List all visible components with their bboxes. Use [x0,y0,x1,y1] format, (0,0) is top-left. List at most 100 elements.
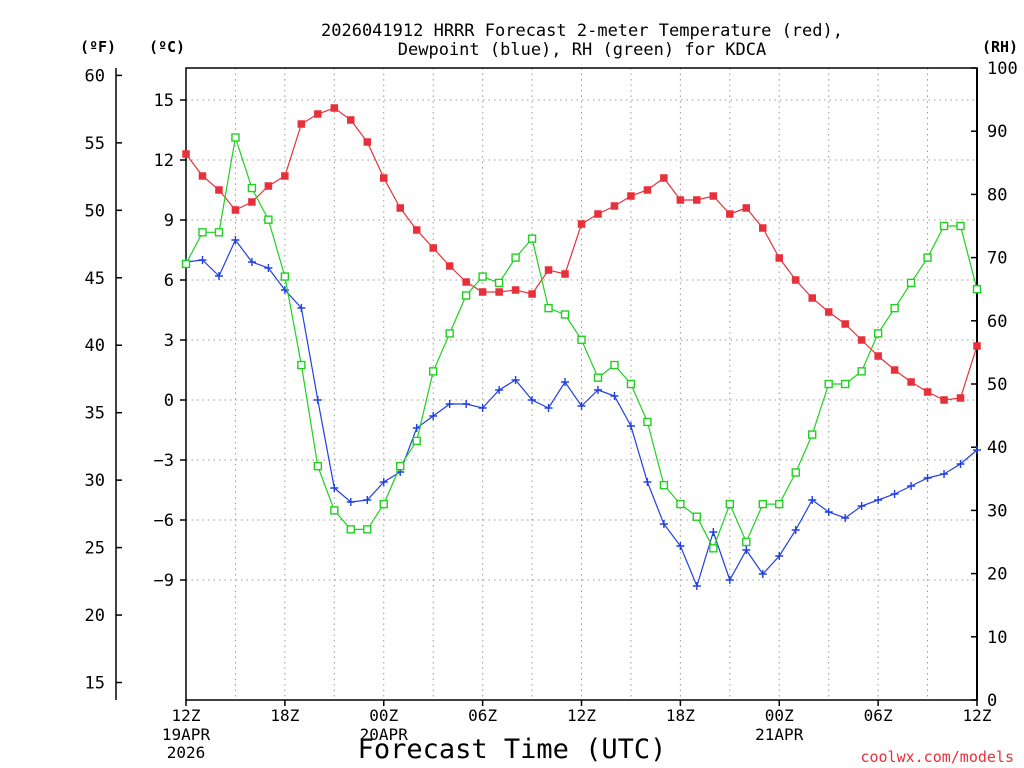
x-tick-date: 20APR [360,725,409,744]
rh-tick-label: 70 [987,249,1007,269]
data-point [709,544,718,553]
data-point [791,276,800,284]
data-point [890,490,899,498]
data-point [660,174,668,182]
data-point [643,478,652,486]
data-point [363,525,372,534]
data-point [940,396,948,404]
data-point [808,430,817,439]
data-point [643,417,652,427]
data-point [577,220,586,228]
data-point [907,378,915,386]
fahrenheit-tick-label: 60 [85,66,105,86]
data-point [363,496,372,504]
data-point [725,576,734,584]
x-tick-label: 18Z [666,706,695,725]
x-tick-date: 19APR [162,725,211,744]
data-point [379,499,388,509]
unit-label-rh: (RH) [982,38,1018,56]
data-point [972,285,982,294]
rh-tick-label: 80 [987,185,1007,205]
unit-label-celsius: (ºC) [149,38,185,56]
x-tick-label: 12Z [567,706,596,725]
data-point [429,412,438,420]
data-point [248,198,256,206]
data-point [775,552,784,560]
data-point [198,228,207,237]
data-point [857,367,866,376]
data-point [626,379,636,389]
data-point [610,360,619,370]
data-point [561,270,569,278]
chart-title-line1: 2026041912 HRRR Forecast 2-meter Tempera… [321,21,843,41]
x-tick-label: 12Z [963,706,992,725]
data-point [775,499,784,509]
data-point [511,376,520,384]
data-point [412,436,421,446]
data-point [396,204,404,212]
data-point [412,226,421,234]
data-point [643,186,652,194]
data-point [626,422,635,430]
data-point [396,461,405,471]
data-point [544,266,553,274]
data-point [281,172,289,180]
data-point [346,498,355,506]
x-tick-label: 06Z [468,706,497,725]
data-point [923,388,932,396]
data-point [461,291,471,300]
data-point [198,256,207,264]
data-point [527,234,537,243]
data-point [231,133,240,142]
data-point [676,499,685,509]
data-point [907,482,916,490]
rh-tick-label: 40 [987,438,1007,458]
data-point [445,400,454,408]
data-point [231,236,240,244]
data-point [693,196,701,204]
data-point [347,116,355,124]
data-point [906,278,916,288]
data-point [593,386,602,394]
celsius-tick-label: 0 [164,391,174,411]
celsius-tick-label: −6 [154,511,174,531]
data-point [873,329,883,338]
series-line [185,238,978,588]
data-point [939,221,949,231]
data-point [462,278,470,286]
data-point [841,514,850,522]
data-point [659,480,669,490]
chart-title-line2: Dewpoint (blue), RH (green) for KDCA [398,40,766,60]
data-point [429,244,437,252]
data-point [676,196,685,204]
data-point [824,379,833,389]
data-point [280,272,290,281]
data-point [791,526,800,534]
series-1 [182,236,981,590]
data-point [758,499,767,509]
celsius-tick-label: 6 [164,271,174,291]
data-point [330,104,339,112]
rh-tick-label: 100 [987,59,1018,79]
data-point [313,396,322,404]
data-point [692,512,702,521]
fahrenheit-tick-label: 25 [85,539,105,559]
data-point [956,221,965,231]
data-point [511,286,520,294]
data-point [363,138,372,146]
data-point [857,336,866,344]
x-tick-label: 12Z [172,706,201,725]
data-point [198,172,207,180]
fahrenheit-tick-label: 15 [85,674,105,694]
data-point [247,183,257,193]
data-point [330,506,339,515]
data-point [742,204,751,212]
data-point [511,253,520,262]
series-2 [181,133,982,553]
data-point [890,303,899,313]
data-point [544,303,553,313]
data-point [627,192,635,200]
data-point [956,460,965,468]
data-point [297,360,306,370]
